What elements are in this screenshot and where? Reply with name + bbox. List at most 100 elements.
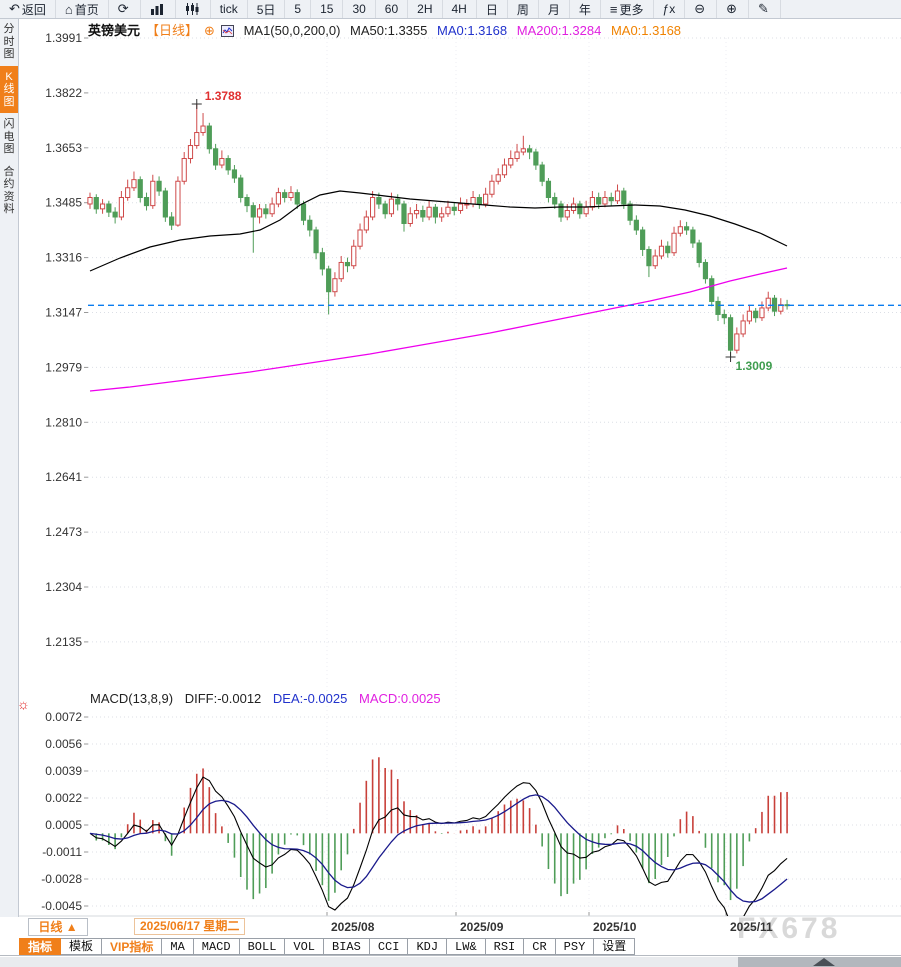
candle [376,197,382,205]
indicator-tab-cci[interactable]: CCI [369,938,409,955]
period-year-button[interactable]: 年 [570,0,601,18]
scrollbar-thumb[interactable] [738,957,901,967]
candlestick-plot: 1.3788 1.3009 [87,89,790,392]
indicator-tab-vol[interactable]: VOL [285,938,325,955]
candle [596,197,602,205]
candle [388,198,395,215]
candle [175,180,181,226]
tab-contract-info[interactable]: 合约资料 [3,165,15,216]
macd-axis-label: 0.0072 [45,710,82,724]
home-icon: ⌂ [64,1,73,17]
scroll-up-arrow-icon[interactable] [813,958,835,966]
period-2h-button[interactable]: 2H [408,0,443,18]
candle [709,278,715,302]
indicator-tab-vip[interactable]: VIP指标 [102,938,163,955]
macd-plot [89,757,788,916]
formula-button[interactable]: ƒx [654,0,686,18]
period-day-button[interactable]: 日 [477,0,508,18]
indicator-tab-cr[interactable]: CR [524,938,556,955]
price-axis-label: 1.2810 [45,415,82,429]
period-4h-button-label: 4H [451,2,467,16]
candle [269,203,275,215]
indicator-tab-kdj[interactable]: KDJ [408,938,448,955]
candle [106,203,112,213]
refresh-button[interactable]: ⟳ [109,0,141,18]
ma50-value: MA50:1.3355 [350,23,428,38]
home-button[interactable]: ⌂ 首页 [56,0,109,18]
fx678-watermark: FX678 [737,912,841,945]
zoom-in-button[interactable]: ⊕ [717,0,750,18]
candle [194,132,200,147]
menu-icon: ≡ [609,1,618,17]
tick-button-label: tick [219,2,238,16]
candle [539,164,545,182]
period-15m-button-label: 15 [320,2,334,16]
candle [483,193,489,205]
tab-time-chart[interactable]: 分时图 [3,23,15,60]
draw-button[interactable]: ✎ [749,0,781,18]
ma0-orange-value: MA0:1.3168 [610,23,682,38]
date-readout: 2025/06/17 星期二 [134,918,246,935]
candle [501,164,508,176]
period-year-button-label: 年 [578,2,591,17]
indicator-settings-icon[interactable]: ☼ [17,696,30,712]
indicator-tab-macd[interactable]: MACD [193,938,240,955]
tab-lightning-chart[interactable]: 闪电图 [3,118,15,155]
candle [545,180,552,199]
candle [558,203,564,218]
period-15m-button[interactable]: 15 [311,0,344,18]
indicator-tab-rsi[interactable]: RSI [485,938,525,955]
indicator-tab-bias[interactable]: BIAS [324,938,370,955]
indicator-tab-template[interactable]: 模板 [61,938,103,955]
candle [652,255,658,267]
candle [746,310,752,322]
add-indicator-icon[interactable]: ⊕ [204,23,215,38]
candle-chart-button[interactable] [176,0,211,18]
candle [608,197,614,202]
zoom-in-icon: ⊕ [726,1,738,16]
indicator-tab-ma[interactable]: MA [162,938,194,955]
indicator-tab-psy[interactable]: PSY [555,938,595,955]
mini-chart-icon[interactable] [220,23,234,38]
indicator-tab-settings[interactable]: 设置 [594,938,636,955]
candle [413,209,420,215]
candle [213,148,219,166]
period-month-button[interactable]: 月 [539,0,570,18]
candle [696,242,702,263]
candle [520,148,526,153]
macd-macd-value: MACD:0.0025 [358,691,441,706]
period-5m-button[interactable]: 5 [285,0,312,18]
more-button[interactable]: ≡ 更多 [601,0,654,18]
period-5d-button[interactable]: 5日 [248,0,286,18]
candle [256,208,263,218]
period-2h-button-label: 2H [417,2,433,16]
candle [426,206,432,218]
period-4h-button[interactable]: 4H [443,0,477,18]
period-30m-button[interactable]: 30 [343,0,376,18]
macd-param-label: MACD(13,8,9) [90,691,174,706]
period-week-button[interactable]: 周 [508,0,539,18]
more-button-label: 更多 [619,2,644,17]
candle [313,229,319,254]
indicator-tab-boll[interactable]: BOLL [239,938,286,955]
candle [200,125,206,134]
macd-axis-label: -0.0028 [41,872,82,886]
back-button[interactable]: ↶ 返回 [0,0,56,18]
period-5d-button-label: 5日 [256,2,276,17]
bar-chart-button[interactable] [141,0,176,18]
tick-button[interactable]: tick [211,0,248,18]
macd-axis-label: -0.0045 [41,899,82,913]
back-icon: ↶ [9,1,20,16]
period-60m-button[interactable]: 60 [376,0,409,18]
indicator-tab-main[interactable]: 指标 [19,938,62,955]
period-selector-button[interactable]: 日线 ▲ [28,918,88,936]
candle [665,245,671,254]
indicator-tab-lwr[interactable]: LW& [447,938,486,955]
candle [527,148,533,153]
horizontal-scrollbar[interactable] [0,957,901,967]
price-axis-label: 1.3822 [45,86,82,100]
zoom-out-button[interactable]: ⊖ [685,0,718,18]
